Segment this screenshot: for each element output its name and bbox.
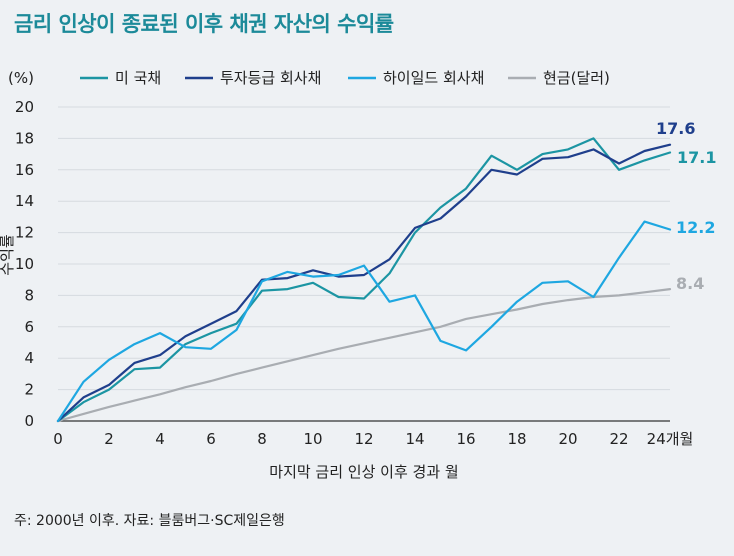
- y-tick-label: 16: [15, 161, 34, 179]
- legend-label: 투자등급 회사채: [220, 69, 321, 87]
- x-tick-label: 20: [558, 430, 577, 448]
- x-tick-label: 18: [507, 430, 526, 448]
- y-axis-label: 수익률: [0, 234, 16, 276]
- y-tick-label: 0: [24, 412, 34, 430]
- y-tick-label: 20: [15, 98, 34, 116]
- legend-label: 현금(달러): [543, 69, 610, 87]
- series-line: [56, 137, 672, 423]
- x-tick-label: 2: [104, 430, 114, 448]
- x-tick-label: 16: [456, 430, 475, 448]
- legend-label: 하이일드 회사채: [383, 69, 484, 87]
- series-line: [56, 288, 672, 423]
- y-tick-label: 10: [15, 255, 34, 273]
- y-tick-label: 8: [24, 286, 34, 304]
- y-tick-label: 6: [24, 318, 34, 336]
- end-value-label: 17.6: [656, 119, 695, 138]
- x-tick-label: 8: [257, 430, 267, 448]
- y-tick-label: 14: [15, 192, 34, 210]
- x-tick-label: 14: [405, 430, 424, 448]
- y-tick-label: 18: [15, 129, 34, 147]
- x-tick-label: 0: [53, 430, 63, 448]
- y-tick-label: 2: [24, 381, 34, 399]
- footnote: 주: 2000년 이후. 자료: 블룸버그·SC제일은행: [14, 513, 285, 529]
- x-tick-label: 12: [354, 430, 373, 448]
- chart-title: 금리 인상이 종료된 이후 채권 자산의 수익률: [14, 12, 394, 36]
- x-tick-label: 22: [609, 430, 628, 448]
- end-value-label: 17.1: [677, 148, 716, 167]
- end-value-label: 8.4: [676, 274, 704, 293]
- x-axis-label: 마지막 금리 인상 이후 경과 월: [269, 463, 458, 481]
- series-line: [56, 143, 672, 423]
- y-axis-unit: (%): [8, 69, 34, 87]
- x-tick-label: 24개월: [647, 430, 694, 448]
- series-line: [56, 220, 672, 423]
- x-tick-label: 10: [303, 430, 322, 448]
- legend-label: 미 국채: [115, 69, 161, 87]
- x-tick-label: 4: [155, 430, 165, 448]
- x-tick-label: 6: [206, 430, 216, 448]
- y-tick-label: 12: [15, 224, 34, 242]
- y-tick-label: 4: [24, 349, 34, 367]
- end-value-label: 12.2: [676, 218, 715, 237]
- line-chart: 0 2 4 6 8 10 12 14 16 18 20 0 2 4 6 8 10 12 14 16 18 20 22 24개월…: [0, 69, 716, 481]
